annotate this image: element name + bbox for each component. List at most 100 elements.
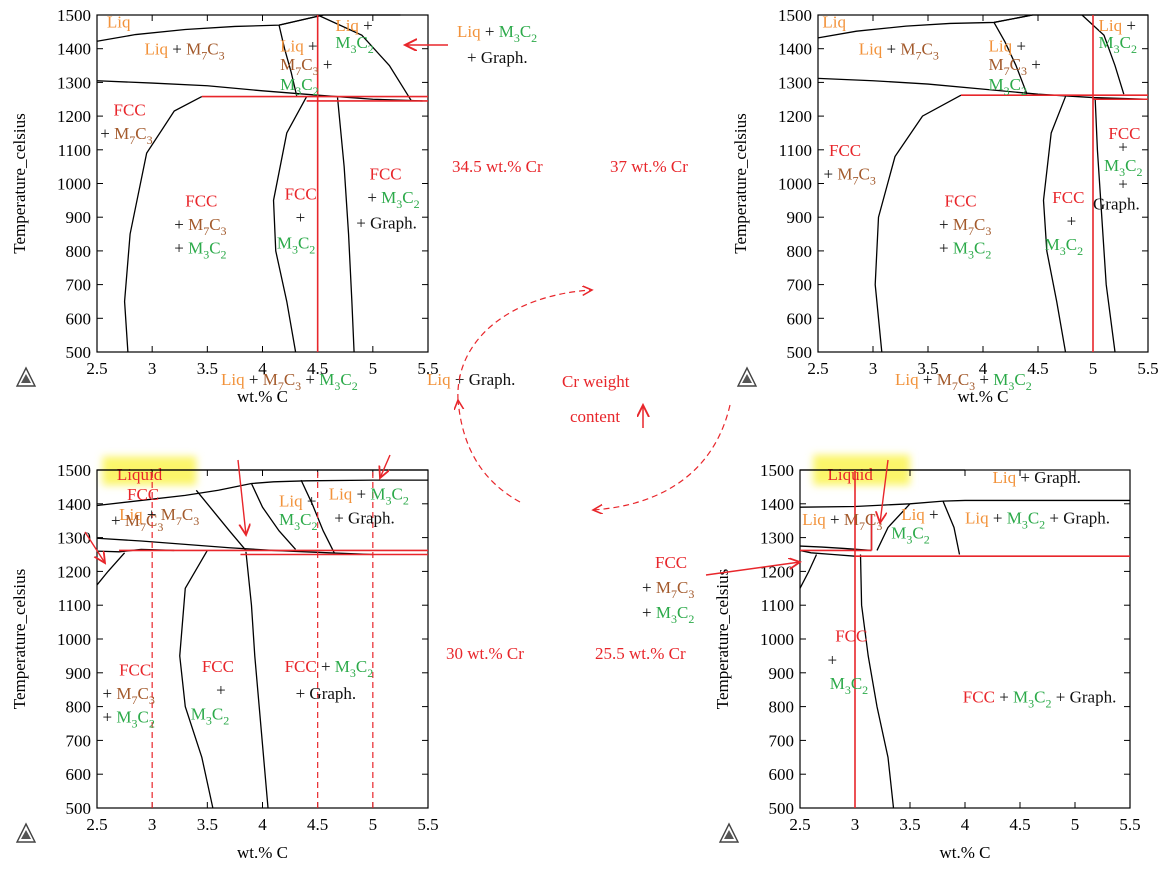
y-tick-label: 1500: [57, 6, 91, 25]
phase-boundary: [993, 14, 1033, 24]
thermo-calc-logo-icon: [736, 366, 758, 387]
y-tick-label: 1100: [58, 596, 91, 615]
phase-region-label: + M7C3: [103, 684, 155, 707]
y-tick-label: 800: [787, 242, 813, 261]
phase-region-label: + Graph.: [296, 684, 357, 703]
phase-region-label: M3C2: [277, 233, 315, 256]
phase-region-label: M3C2: [280, 75, 318, 98]
phase-region-label: FCC + M3C2: [285, 657, 374, 680]
y-tick-label: 1400: [57, 40, 91, 59]
phase-boundary: [317, 14, 413, 102]
x-tick-label: 5: [369, 815, 378, 834]
y-tick-label: 800: [66, 242, 92, 261]
phase-boundary: [251, 479, 428, 485]
x-tick-label: 3.5: [197, 359, 218, 378]
phase-region-label: +: [828, 650, 838, 669]
x-axis-label: wt.% C: [237, 843, 288, 862]
y-tick-label: 1400: [57, 495, 91, 514]
annotation-label: FCC: [655, 553, 687, 572]
x-tick-label: 4: [258, 815, 267, 834]
y-tick-label: 900: [66, 664, 92, 683]
cr-weight-cycle: Cr weight content: [457, 290, 731, 510]
phase-region-label: M3C2: [191, 704, 229, 727]
arrow-fcc-m7c3-p3: [84, 531, 105, 563]
y-tick-label: 800: [769, 698, 795, 717]
phase-boundary: [876, 503, 911, 551]
liquid-label: Liquid: [117, 465, 163, 484]
phase-region-label: + M7C3: [100, 124, 152, 147]
x-tick-label: 4: [258, 359, 267, 378]
liquid-label: Liquid: [828, 465, 874, 484]
y-tick-label: 1400: [760, 495, 794, 514]
center-line2: content: [570, 407, 620, 426]
phase-boundary: [96, 537, 373, 556]
y-tick-label: 700: [66, 276, 92, 295]
y-tick-label: 1300: [760, 529, 794, 548]
center-line1: Cr weight: [562, 372, 630, 391]
y-tick-label: 500: [66, 343, 92, 362]
x-tick-label: 5.5: [417, 359, 438, 378]
y-tick-label: 900: [769, 664, 795, 683]
x-tick-label: 3.5: [197, 815, 218, 834]
phase-region-label: Liq + M3C2: [329, 485, 409, 508]
phase-region-label: FCC: [114, 100, 146, 119]
y-tick-label: 500: [787, 343, 813, 362]
x-tick-label: 5: [1089, 359, 1098, 378]
y-tick-label: 1000: [778, 175, 812, 194]
phase-region-label: FCC: [370, 164, 402, 183]
phase-boundary: [245, 551, 269, 809]
annotation-label: + M7C3: [642, 578, 694, 601]
annotation-label: Liq + Graph.: [427, 370, 515, 389]
x-tick-label: 4: [961, 815, 970, 834]
x-tick-label: 2.5: [807, 359, 828, 378]
phase-region-label: FCC: [119, 660, 151, 679]
y-tick-label: 500: [769, 799, 795, 818]
y-tick-label: 1000: [57, 175, 91, 194]
y-axis-label: Temperature_celsius: [713, 569, 732, 709]
phase-boundary: [817, 77, 1149, 100]
cr-content-caption: 37 wt.% Cr: [610, 157, 688, 176]
y-tick-label: 1200: [778, 107, 812, 126]
phase-boundary: [1094, 99, 1116, 353]
cycle-arc-top: [457, 290, 592, 401]
phase-region-label: Liq +: [989, 36, 1026, 55]
phase-region-label: + M3C2: [367, 188, 419, 211]
phase-region-label: M7C3 +: [989, 55, 1041, 78]
y-tick-label: 1300: [778, 73, 812, 92]
phase-region-label: +: [1067, 212, 1077, 231]
x-tick-label: 3.5: [917, 359, 938, 378]
phase-region-label: + Graph.: [356, 213, 417, 232]
plot-frame: [96, 14, 429, 353]
y-tick-label: 1500: [760, 461, 794, 480]
y-tick-label: 600: [66, 765, 92, 784]
phase-boundary: [993, 22, 1028, 95]
phase-region-label: +: [1118, 137, 1128, 156]
y-tick-label: 1300: [57, 73, 91, 92]
arrow-liq-m7c3-m3c2-p3: [237, 459, 246, 535]
arrow-liq-graph-p3: [380, 454, 391, 478]
phase-diagram-30-cr: Liquid 2.5 3 3.5 4 4.5 5 5.5 500 600 700 800 900 1000…: [10, 370, 524, 862]
phase-region-label: + M7C3: [174, 215, 226, 238]
liquid-highlight: [102, 456, 197, 486]
phase-boundary: [874, 94, 962, 353]
x-tick-label: 3.5: [899, 815, 920, 834]
phase-region-label: + M3C2: [174, 239, 226, 262]
phase-region-label: M3C2: [335, 33, 373, 56]
y-tick-label: 700: [769, 731, 795, 750]
phase-region-label: Liq + M7C3: [119, 505, 199, 528]
phase-region-label: Liq +: [335, 16, 372, 35]
y-tick-label: 900: [66, 208, 92, 227]
phase-boundary: [195, 489, 247, 551]
phase-region-label: Liq +: [1099, 16, 1136, 35]
phase-region-label: M3C2: [989, 75, 1027, 98]
thermo-calc-logo-icon: [15, 822, 37, 843]
x-tick-label: 3: [869, 359, 878, 378]
phase-region-label: M7C3 +: [280, 55, 332, 78]
x-tick-label: 4.5: [307, 359, 328, 378]
phase-region-label: FCC: [945, 191, 977, 210]
y-tick-label: 700: [66, 731, 92, 750]
y-tick-label: 1000: [760, 630, 794, 649]
y-tick-label: 900: [787, 208, 813, 227]
phase-region-label: Liq + M7C3: [859, 40, 939, 63]
